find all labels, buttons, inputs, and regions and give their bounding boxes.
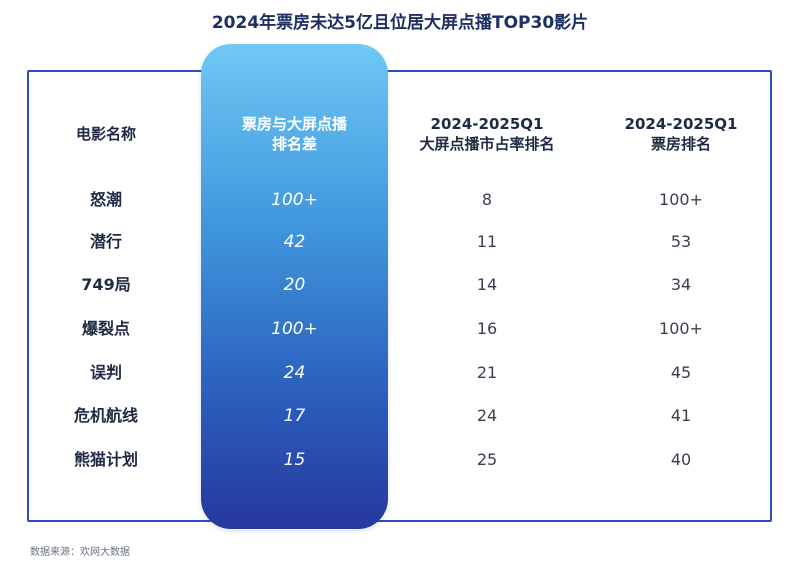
header-box-office-rank-line2: 票房排名	[650, 135, 711, 153]
screen-share-rank-cell: 25	[476, 450, 498, 469]
data-source-note: 数据来源：欢网大数据	[30, 547, 130, 558]
movie-name-cell: 潜行	[89, 232, 122, 251]
movie-name-cell: 误判	[89, 363, 122, 382]
rank-difference-cell: 17	[283, 406, 306, 426]
movie-name-cell: 熊猫计划	[73, 450, 138, 469]
table-row: 熊猫计划 15 25 40	[0, 440, 800, 480]
box-office-rank-cell: 100+	[659, 319, 703, 338]
box-office-rank-cell: 53	[670, 232, 692, 251]
rank-difference-cell: 100+	[271, 190, 318, 210]
table-row: 误判 24 21 45	[0, 353, 800, 393]
header-rank-difference: 票房与大屏点播 排名差	[201, 112, 388, 156]
box-office-rank-cell: 41	[670, 406, 692, 425]
table-row: 爆裂点 100+ 16 100+	[0, 309, 800, 349]
screen-share-rank-cell: 21	[476, 363, 498, 382]
table-row: 危机航线 17 24 41	[0, 396, 800, 436]
header-rank-difference-line2: 排名差	[271, 135, 317, 153]
header-box-office-rank: 2024-2025Q1 票房排名	[586, 112, 776, 156]
movie-name-cell: 危机航线	[73, 406, 138, 425]
header-movie-name-label: 电影名称	[75, 125, 136, 143]
movie-name-cell: 爆裂点	[81, 319, 130, 338]
box-office-rank-cell: 100+	[659, 190, 703, 209]
rank-difference-cell: 20	[283, 275, 306, 295]
chart-title: 2024年票房未达5亿且位居大屏点播TOP30影片	[211, 13, 589, 33]
header-rank-difference-line1: 票房与大屏点播	[241, 115, 347, 133]
screen-share-rank-cell: 14	[476, 275, 498, 294]
screen-share-rank-cell: 11	[476, 232, 498, 251]
table-frame	[27, 70, 772, 522]
rank-difference-cell: 24	[283, 363, 306, 383]
movie-name-cell: 怒潮	[89, 190, 122, 209]
screen-share-rank-cell: 8	[481, 190, 493, 209]
box-office-rank-cell: 34	[670, 275, 692, 294]
header-screen-share-rank-line1: 2024-2025Q1	[430, 115, 544, 133]
rank-difference-cell: 42	[283, 232, 306, 252]
rank-difference-cell: 100+	[271, 319, 318, 339]
box-office-rank-cell: 45	[670, 363, 692, 382]
header-box-office-rank-line1: 2024-2025Q1	[624, 115, 738, 133]
rank-difference-cell: 15	[283, 450, 306, 470]
table-row: 749局 20 14 34	[0, 265, 800, 305]
header-screen-share-rank-line2: 大屏点播市占率排名	[419, 135, 555, 153]
screen-share-rank-cell: 16	[476, 319, 498, 338]
header-screen-share-rank: 2024-2025Q1 大屏点播市占率排名	[392, 112, 582, 156]
header-movie-name: 电影名称	[37, 112, 175, 156]
table-row: 潜行 42 11 53	[0, 222, 800, 262]
screen-share-rank-cell: 24	[476, 406, 498, 425]
movie-name-cell: 749局	[81, 275, 131, 294]
highlight-column	[201, 44, 388, 529]
table-row: 怒潮 100+ 8 100+	[0, 180, 800, 220]
box-office-rank-cell: 40	[670, 450, 692, 469]
